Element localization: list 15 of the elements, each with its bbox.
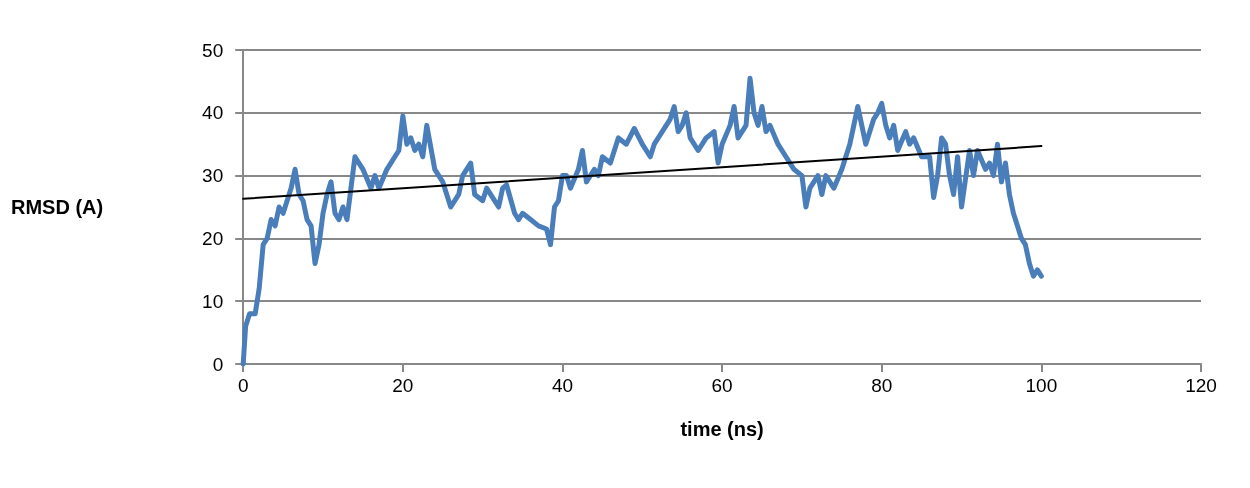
x-tick-label: 120 — [1185, 375, 1217, 396]
x-axis-title: time (ns) — [680, 418, 764, 440]
x-tick-label: 80 — [871, 375, 893, 396]
y-axis-title: RMSD (A) — [10, 196, 104, 218]
x-tick-label: 40 — [551, 375, 574, 396]
y-tick-label: 20 — [202, 227, 224, 249]
x-tick-label: 100 — [1025, 375, 1058, 396]
y-tick-label: 0 — [212, 353, 224, 375]
x-tick-label: 60 — [711, 375, 733, 396]
y-tick-label: 40 — [202, 102, 224, 124]
y-tick-label: 10 — [202, 290, 224, 312]
y-tick-label: 30 — [202, 165, 224, 187]
y-tick-label: 50 — [202, 39, 224, 61]
x-tick-label: 0 — [237, 375, 249, 396]
x-tick-label: 20 — [392, 375, 414, 396]
